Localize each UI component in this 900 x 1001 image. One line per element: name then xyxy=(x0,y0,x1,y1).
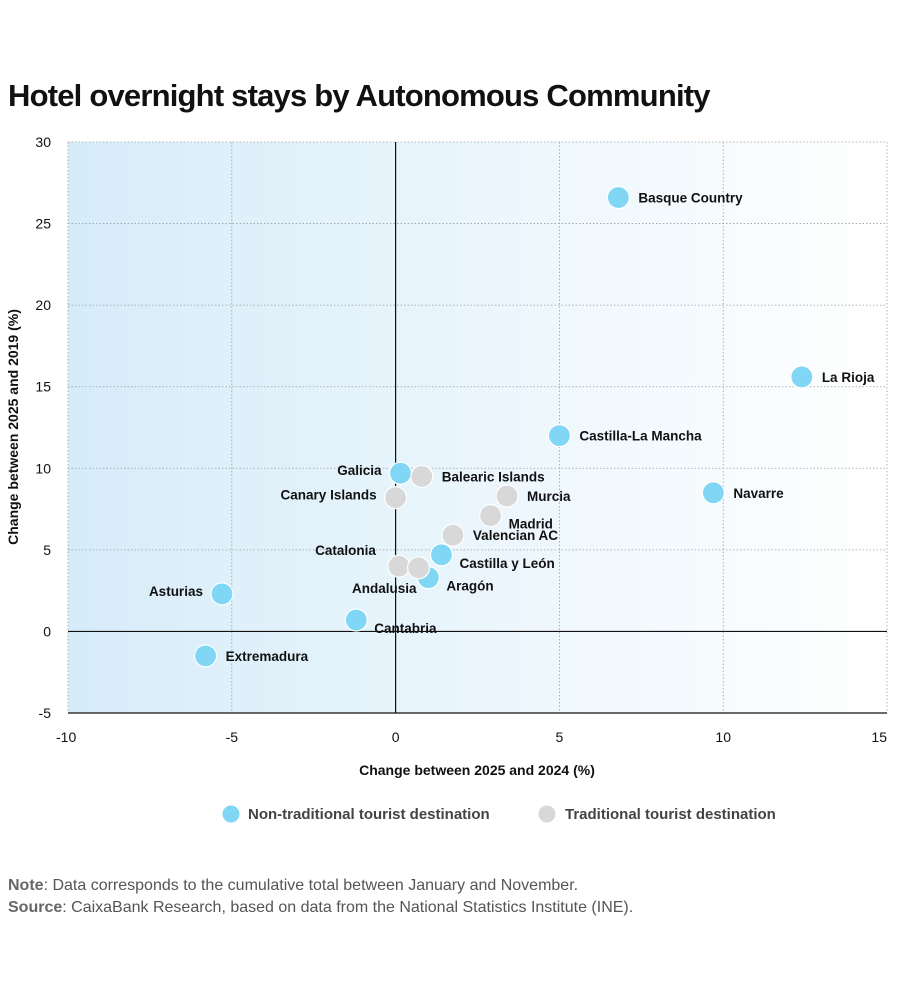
y-tick-label-0: -5 xyxy=(39,705,52,721)
point-label-cantabria: Cantabria xyxy=(374,621,437,636)
point-label-valencian-ac: Valencian AC xyxy=(473,528,558,543)
footnote-source: Source: CaixaBank Research, based on dat… xyxy=(8,899,633,917)
axes xyxy=(68,142,887,714)
point-label-galicia: Galicia xyxy=(337,463,382,478)
x-axis-ticks: -10 -5 0 5 10 15 xyxy=(56,729,887,745)
source-label: Source xyxy=(8,899,63,916)
x-tick-label-3: 5 xyxy=(556,729,564,745)
legend-label-traditional: Traditional tourist destination xyxy=(565,806,776,823)
y-tick-label-5: 20 xyxy=(35,297,51,313)
y-tick-label-4: 15 xyxy=(35,379,51,395)
point-label-la-rioja: La Rioja xyxy=(822,370,875,385)
point-andalusia xyxy=(406,556,431,580)
legend-label-non-traditional: Non-traditional tourist destination xyxy=(248,806,490,823)
point-extremadura xyxy=(193,644,218,668)
footnote-note: Note: Data corresponds to the cumulative… xyxy=(8,877,578,895)
x-tick-label-1: -5 xyxy=(226,729,239,745)
source-text: : CaixaBank Research, based on data from… xyxy=(62,899,634,916)
point-asturias xyxy=(210,582,234,606)
point-valencian-ac xyxy=(441,523,465,547)
point-balearic-islands xyxy=(410,464,434,489)
point-cantabria xyxy=(344,608,368,632)
point-la-rioja xyxy=(790,365,814,389)
legend: Non-traditional tourist destination Trad… xyxy=(222,805,776,823)
point-basque-country xyxy=(606,185,630,210)
point-castilla-la-mancha xyxy=(547,424,572,448)
data-points: Basque Country La Rioja Castilla-La Mancha… xyxy=(149,185,875,668)
y-tick-label-7: 30 xyxy=(35,134,51,150)
point-castilla-y-leon xyxy=(429,543,454,567)
legend-marker-traditional xyxy=(538,805,556,823)
point-label-madrid: Madrid xyxy=(509,517,553,532)
point-label-castilla-la-mancha: Castilla-La Mancha xyxy=(579,429,702,444)
point-murcia xyxy=(495,484,519,508)
point-label-aragon: Aragón xyxy=(446,579,493,594)
x-axis-title: Change between 2025 and 2024 (%) xyxy=(359,762,595,778)
point-label-basque-country: Basque Country xyxy=(638,190,743,205)
note-text: : Data corresponds to the cumulative tot… xyxy=(43,877,579,894)
point-navarre xyxy=(701,481,725,505)
x-tick-label-5: 15 xyxy=(871,729,887,745)
point-label-navarre: Navarre xyxy=(733,486,784,501)
y-tick-label-3: 10 xyxy=(35,460,51,476)
point-label-murcia: Murcia xyxy=(527,489,571,504)
point-label-extremadura: Extremadura xyxy=(226,649,309,664)
x-tick-label-0: -10 xyxy=(56,729,76,745)
point-galicia xyxy=(388,461,413,485)
y-tick-label-1: 0 xyxy=(43,623,51,639)
point-canary-islands xyxy=(384,486,408,510)
y-axis-ticks: -5 0 5 10 15 20 25 30 xyxy=(35,134,51,721)
point-label-canary-islands: Canary Islands xyxy=(281,488,377,503)
point-label-castilla-y-leon: Castilla y León xyxy=(459,556,554,571)
point-catalonia xyxy=(387,554,411,578)
chart-title: Hotel overnight stays by Autonomous Comm… xyxy=(8,78,711,113)
point-label-asturias: Asturias xyxy=(149,584,203,599)
note-label: Note xyxy=(8,877,44,894)
x-tick-label-4: 10 xyxy=(715,729,731,745)
y-tick-label-2: 5 xyxy=(43,542,51,558)
point-madrid xyxy=(479,503,503,528)
legend-marker-non-traditional xyxy=(222,805,240,823)
x-tick-label-2: 0 xyxy=(392,729,400,745)
y-tick-label-6: 25 xyxy=(35,216,51,232)
point-label-andalusia: Andalusia xyxy=(352,581,417,596)
point-label-catalonia: Catalonia xyxy=(315,543,376,558)
plot-area-background xyxy=(68,142,887,713)
point-label-balearic-islands: Balearic Islands xyxy=(442,469,545,484)
y-axis-title: Change between 2025 and 2019 (%) xyxy=(5,309,21,545)
